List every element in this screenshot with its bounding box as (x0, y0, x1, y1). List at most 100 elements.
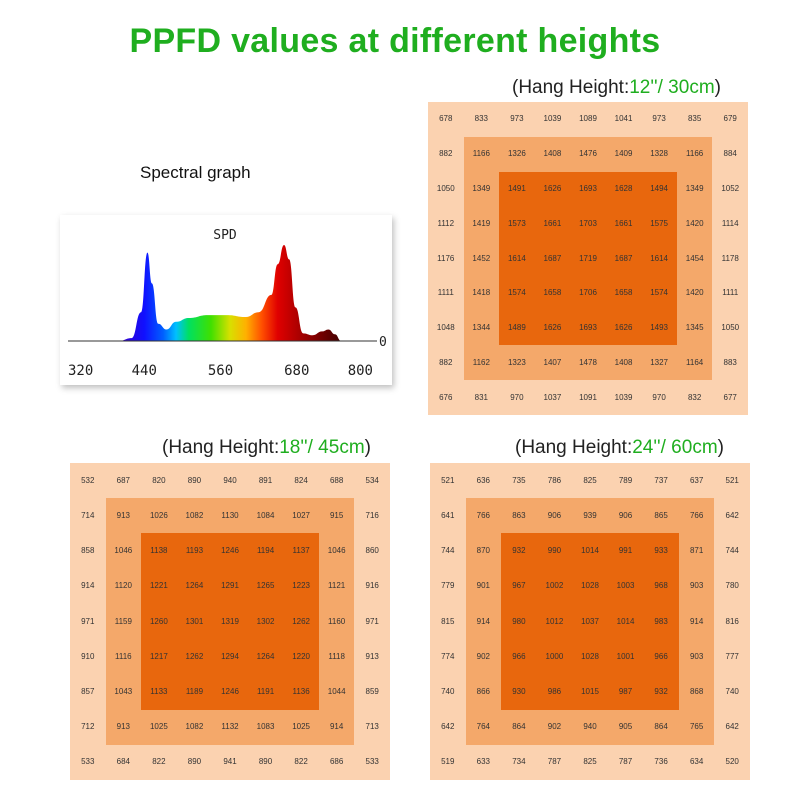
ppfd-cell: 1178 (721, 253, 739, 263)
ppfd-cell: 905 (618, 722, 633, 732)
ppfd-cell: 1614 (507, 253, 526, 263)
ppfd-cell: 860 (365, 546, 379, 556)
ppfd-cell: 1326 (507, 149, 526, 159)
ppfd-cell: 533 (81, 757, 95, 767)
ppfd-cell: 891 (258, 475, 273, 485)
ppfd-cell: 968 (654, 581, 668, 591)
ppfd-cell: 1028 (581, 581, 599, 591)
ppfd-cell: 744 (725, 546, 739, 556)
ppfd-cell: 930 (512, 686, 526, 696)
ppfd-cell: 970 (510, 392, 524, 402)
ppfd-cell: 678 (439, 114, 453, 124)
ppfd-cell: 521 (441, 475, 455, 485)
grid-caption-18in: (Hang Height:18''/ 45cm) (162, 437, 371, 459)
ppfd-cell: 1658 (543, 288, 562, 298)
ppfd-cell: 1323 (507, 357, 526, 367)
ppfd-cell: 825 (583, 757, 597, 767)
ppfd-cell: 1166 (686, 149, 704, 159)
ppfd-cell: 825 (583, 475, 597, 485)
ppfd-cell: 866 (476, 686, 490, 696)
ppfd-cell: 1114 (721, 218, 739, 228)
ppfd-cell: 1130 (221, 510, 239, 520)
y-tick-label: 0 (379, 335, 387, 350)
ppfd-cell: 902 (547, 722, 562, 732)
ppfd-cell: 787 (547, 757, 562, 767)
ppfd-cell: 987 (618, 686, 633, 696)
ppfd-cell: 914 (329, 722, 344, 732)
ppfd-cell: 906 (547, 510, 562, 520)
ppfd-cell: 933 (654, 546, 668, 556)
ppfd-cell: 1291 (221, 581, 239, 591)
ppfd-cell: 1159 (114, 616, 132, 626)
ppfd-cell: 870 (476, 546, 490, 556)
ppfd-cell: 1194 (256, 546, 275, 556)
ppfd-cell: 764 (476, 722, 490, 732)
ppfd-cell: 832 (687, 392, 702, 402)
ppfd-cell: 641 (441, 510, 455, 520)
ppfd-cell: 1574 (507, 288, 526, 298)
ppfd-cell: 1575 (650, 218, 668, 228)
ppfd-cell: 815 (441, 616, 455, 626)
ppfd-cell: 1719 (579, 253, 597, 263)
ppfd-cell: 1082 (185, 722, 204, 732)
center-zone (141, 533, 319, 710)
ppfd-cell: 966 (654, 651, 668, 661)
caption-prefix: (Hang Height: (512, 77, 630, 98)
ppfd-cell: 820 (152, 475, 166, 485)
ppfd-cell: 1407 (543, 357, 562, 367)
ppfd-cell: 1160 (328, 616, 346, 626)
ppfd-cell: 940 (583, 722, 597, 732)
x-tick-label: 560 (208, 363, 233, 379)
ppfd-cell: 1111 (722, 288, 739, 298)
ppfd-cell: 1246 (221, 686, 239, 696)
ppfd-cell: 533 (365, 757, 379, 767)
ppfd-cell: 1162 (472, 357, 490, 367)
ppfd-cell: 1409 (614, 149, 633, 159)
ppfd-cell: 1001 (616, 651, 635, 661)
ppfd-cell: 859 (365, 686, 379, 696)
ppfd-cell: 642 (725, 722, 739, 732)
ppfd-cell: 1000 (545, 651, 564, 661)
ppfd-cell: 831 (474, 392, 488, 402)
ppfd-cell: 890 (187, 475, 202, 485)
ppfd-cell: 1026 (149, 510, 168, 520)
ppfd-cell: 1262 (292, 616, 310, 626)
ppfd-cell: 1191 (256, 686, 275, 696)
ppfd-cell: 1138 (150, 546, 168, 556)
ppfd-cell: 1046 (327, 546, 346, 556)
ppfd-cell: 1420 (685, 288, 704, 298)
ppfd-cell: 1012 (545, 616, 564, 626)
ppfd-cell: 1687 (543, 253, 562, 263)
ppfd-cell: 1494 (650, 183, 668, 193)
ppfd-cell: 1111 (437, 288, 454, 298)
spectral-chart-svg: SPD 320 440 560 680 800 0 (68, 228, 387, 379)
ppfd-cell: 780 (725, 581, 739, 591)
page-title: PPFD values at different heights (129, 22, 661, 60)
ppfd-cell: 1083 (256, 722, 275, 732)
ppfd-cell: 1614 (650, 253, 668, 263)
ppfd-cell: 679 (723, 114, 737, 124)
ppfd-grid-24in: 521 636 735 786 825 789 737 637 521 641 766 863 906 9… (430, 463, 750, 780)
ppfd-grid-12in: 678 833 973 1039 1089 1041 973 835 679 882 1166 132… (428, 102, 748, 415)
ppfd-cell: 973 (510, 114, 524, 124)
ppfd-cell: 1493 (650, 323, 668, 333)
ppfd-cell: 1246 (221, 546, 239, 556)
ppfd-cell: 970 (652, 392, 666, 402)
ppfd-cell: 1050 (436, 183, 455, 193)
ppfd-cell: 714 (81, 510, 95, 520)
ppfd-cell: 1661 (543, 218, 562, 228)
ppfd-cell: 1319 (221, 616, 239, 626)
ppfd-cell: 863 (512, 510, 526, 520)
ppfd-cell: 1661 (614, 218, 633, 228)
ppfd-cell: 884 (723, 149, 737, 159)
grid-caption-12in: (Hang Height:12''/ 30cm) (512, 77, 721, 99)
caption-height: 18''/ 45cm (279, 437, 365, 458)
ppfd-cell: 865 (654, 510, 668, 520)
ppfd-cell: 1264 (185, 581, 204, 591)
ppfd-cell: 1344 (472, 323, 491, 333)
ppfd-cell: 1084 (256, 510, 275, 520)
ppfd-cell: 1002 (545, 581, 564, 591)
spd-title: SPD (213, 228, 237, 243)
ppfd-cell: 1015 (581, 686, 599, 696)
ppfd-cell: 966 (512, 651, 526, 661)
